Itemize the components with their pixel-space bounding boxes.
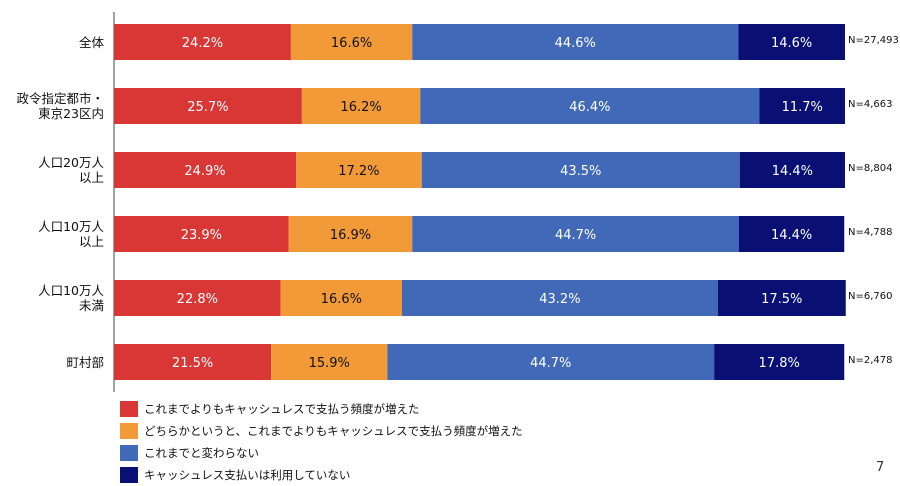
bar-segment-s3-c1 <box>759 88 845 124</box>
legend-label: これまでよりもキャッシュレスで支払う頻度が増えた <box>144 402 420 416</box>
legend-item: これまでと変わらない <box>120 442 523 464</box>
legend-item: これまでよりもキャッシュレスで支払う頻度が増えた <box>120 398 523 420</box>
legend-label: これまでと変わらない <box>144 446 259 460</box>
data-label-s2-c0: 44.6% <box>555 36 596 51</box>
sample-size-label: N=6,760 <box>848 291 893 302</box>
sample-size-label: N=2,478 <box>848 355 893 366</box>
data-label-s0-c2: 24.9% <box>184 164 225 179</box>
data-label-s2-c5: 44.7% <box>530 356 571 371</box>
data-label-s3-c1: 11.7% <box>782 100 823 115</box>
data-label-s2-c4: 43.2% <box>539 292 580 307</box>
bar-segment-s1-c2 <box>296 152 422 188</box>
category-label: 政令指定都市・ 東京23区内 <box>16 91 104 121</box>
bar-segment-s2-c2 <box>421 152 740 188</box>
bar-segment-s0-c3 <box>114 216 289 252</box>
data-label-s3-c5: 17.8% <box>759 356 800 371</box>
data-label-s1-c3: 16.9% <box>330 228 371 243</box>
data-label-s2-c1: 46.4% <box>569 100 610 115</box>
data-label-s0-c0: 24.2% <box>182 36 223 51</box>
data-label-s1-c2: 17.2% <box>338 164 379 179</box>
bar-segment-s0-c0 <box>114 24 291 60</box>
bar-segment-s1-c5 <box>271 344 388 380</box>
legend-label: キャッシュレス支払いは利用していない <box>144 468 351 482</box>
bar-segment-s1-c1 <box>301 88 421 124</box>
data-label-s1-c5: 15.9% <box>309 356 350 371</box>
bar-segment-s1-c0 <box>290 24 413 60</box>
data-label-s0-c3: 23.9% <box>181 228 222 243</box>
data-label-s3-c0: 14.6% <box>771 36 812 51</box>
data-label-s3-c2: 14.4% <box>772 164 813 179</box>
data-label-s0-c5: 21.5% <box>172 356 213 371</box>
bar-segment-s3-c0 <box>738 24 845 60</box>
bar-segment-s2-c5 <box>387 344 715 380</box>
data-label-s0-c4: 22.8% <box>177 292 218 307</box>
bar-segment-s3-c5 <box>714 344 845 380</box>
category-label: 人口10万人 未満 <box>38 283 104 313</box>
page-number: 7 <box>876 460 885 475</box>
legend-item: キャッシュレス支払いは利用していない <box>120 464 523 486</box>
sample-size-label: N=4,663 <box>848 99 893 110</box>
bar-segment-s0-c4 <box>114 280 281 316</box>
data-label-s3-c3: 14.4% <box>771 228 812 243</box>
bar-segment-s3-c4 <box>717 280 846 316</box>
data-label-s3-c4: 17.5% <box>761 292 802 307</box>
legend-swatch <box>120 445 138 461</box>
bar-segment-s2-c1 <box>420 88 760 124</box>
data-label-s1-c0: 16.6% <box>331 36 372 51</box>
category-label: 全体 <box>78 34 104 50</box>
chart-legend: これまでよりもキャッシュレスで支払う頻度が増えたどちらかというと、これまでよりも… <box>120 398 523 486</box>
bar-segment-s1-c4 <box>280 280 403 316</box>
bar-segment-s0-c1 <box>114 88 302 124</box>
bar-segment-s2-c4 <box>402 280 718 316</box>
bar-segment-s2-c3 <box>412 216 740 252</box>
bar-segment-s1-c3 <box>288 216 413 252</box>
bar-segment-s0-c2 <box>114 152 297 188</box>
data-label-s0-c1: 25.7% <box>187 100 228 115</box>
legend-item: どちらかというと、これまでよりもキャッシュレスで支払う頻度が増えた <box>120 420 523 442</box>
bar-segment-s3-c2 <box>739 152 845 188</box>
legend-label: どちらかというと、これまでよりもキャッシュレスで支払う頻度が増えた <box>144 424 523 438</box>
data-label-s1-c4: 16.6% <box>321 292 362 307</box>
data-label-s2-c2: 43.5% <box>560 164 601 179</box>
category-label: 人口10万人 以上 <box>38 219 104 249</box>
legend-swatch <box>120 401 138 417</box>
bar-segment-s3-c3 <box>739 216 845 252</box>
data-label-s2-c3: 44.7% <box>555 228 596 243</box>
sample-size-label: N=8,804 <box>848 163 893 174</box>
bar-segment-s0-c5 <box>114 344 272 380</box>
sample-size-label: N=27,493 <box>848 35 899 46</box>
bar-segment-s2-c0 <box>412 24 739 60</box>
sample-size-label: N=4,788 <box>848 227 893 238</box>
category-label: 町村部 <box>66 354 104 370</box>
legend-swatch <box>120 467 138 483</box>
category-label: 人口20万人 以上 <box>38 155 104 185</box>
data-label-s1-c1: 16.2% <box>340 100 381 115</box>
legend-swatch <box>120 423 138 439</box>
